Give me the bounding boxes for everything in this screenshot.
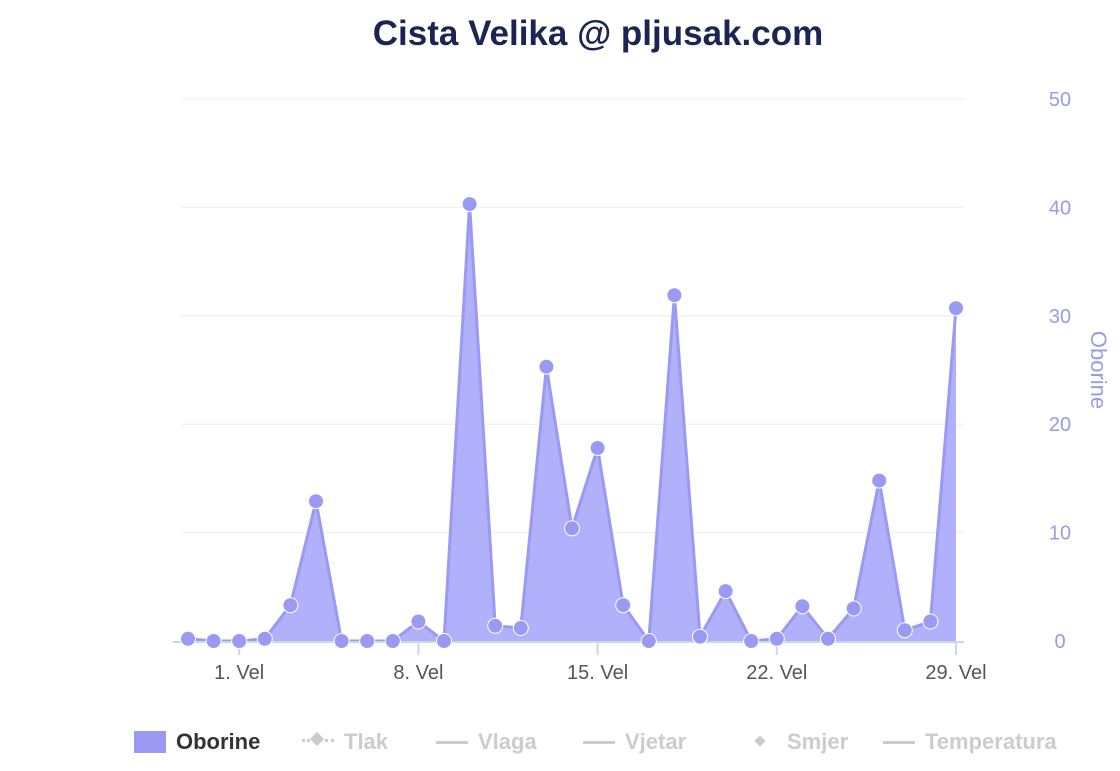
legend-diamond-symbol bbox=[745, 735, 777, 749]
data-point[interactable] bbox=[180, 630, 196, 647]
legend-label: Vlaga bbox=[478, 729, 537, 754]
data-point[interactable] bbox=[410, 613, 427, 630]
data-point[interactable] bbox=[359, 633, 376, 649]
x-tick-label: 22. Vel bbox=[746, 662, 807, 684]
legend-item-oborine[interactable]: Oborine bbox=[134, 722, 260, 762]
data-point[interactable] bbox=[615, 597, 632, 614]
data-point[interactable] bbox=[333, 633, 350, 649]
legend-line-symbol bbox=[583, 740, 615, 744]
data-point[interactable] bbox=[256, 630, 273, 647]
data-point[interactable] bbox=[717, 583, 734, 600]
x-tick-label: 15. Vel bbox=[567, 662, 628, 684]
grid-lines bbox=[181, 98, 964, 534]
data-point[interactable] bbox=[282, 597, 299, 614]
legend-label: Tlak bbox=[344, 729, 389, 754]
data-point[interactable] bbox=[743, 633, 760, 649]
data-point[interactable] bbox=[845, 600, 862, 617]
legend-area-symbol bbox=[134, 731, 166, 753]
legend-diamond-marker bbox=[309, 731, 325, 746]
x-tick-label: 29. Vel bbox=[925, 662, 986, 684]
y-tick-label: 0 bbox=[1054, 631, 1065, 653]
y-axis: 0 10 20 30 40 50 bbox=[1049, 89, 1071, 653]
legend-label: Smjer bbox=[787, 729, 849, 754]
legend-item-vjetar[interactable]: Vjetar bbox=[583, 722, 686, 762]
legend-line-symbol bbox=[883, 740, 915, 744]
series-fill-oborine bbox=[188, 204, 956, 641]
data-point[interactable] bbox=[538, 358, 555, 375]
x-axis: 1. Vel 8. Vel 15. Vel 22. Vel 29. Vel bbox=[173, 641, 987, 684]
legend-item-tlak[interactable]: Tlak bbox=[302, 722, 388, 762]
data-point[interactable] bbox=[666, 287, 683, 304]
data-points bbox=[180, 196, 964, 649]
series-area bbox=[187, 202, 958, 643]
data-point[interactable] bbox=[564, 520, 580, 537]
y-tick-label: 20 bbox=[1049, 414, 1071, 436]
data-point[interactable] bbox=[308, 493, 324, 510]
legend-item-smjer[interactable]: Smjer bbox=[745, 722, 848, 762]
data-point[interactable] bbox=[487, 617, 504, 634]
data-point[interactable] bbox=[820, 630, 836, 647]
data-point[interactable] bbox=[640, 633, 657, 649]
data-point[interactable] bbox=[948, 300, 964, 317]
data-point[interactable] bbox=[436, 633, 452, 649]
data-point[interactable] bbox=[512, 620, 529, 636]
data-point[interactable] bbox=[205, 633, 222, 649]
legend-label: Oborine bbox=[176, 729, 261, 754]
x-tick-label: 1. Vel bbox=[214, 662, 264, 684]
data-point[interactable] bbox=[896, 622, 913, 639]
data-point[interactable] bbox=[461, 196, 478, 213]
data-point[interactable] bbox=[794, 598, 811, 615]
data-point[interactable] bbox=[922, 613, 939, 630]
data-point[interactable] bbox=[384, 633, 401, 649]
legend-label: Vjetar bbox=[625, 729, 687, 754]
y-tick-label: 10 bbox=[1049, 523, 1071, 545]
y-tick-label: 40 bbox=[1049, 197, 1071, 219]
data-point[interactable] bbox=[871, 472, 888, 489]
legend-label: Temperatura bbox=[925, 729, 1057, 754]
legend-line-diamond-symbol bbox=[302, 731, 334, 746]
legend: Oborine Tlak Vlaga Vjetar Smjer Temperatura bbox=[0, 722, 1120, 762]
data-point[interactable] bbox=[768, 630, 785, 647]
y-axis-title: Oborine bbox=[1086, 331, 1111, 409]
y-tick-label: 50 bbox=[1049, 89, 1071, 111]
data-point[interactable] bbox=[589, 440, 606, 456]
y-tick-label: 30 bbox=[1049, 306, 1071, 328]
legend-item-temperatura[interactable]: Temperatura bbox=[883, 722, 1057, 762]
legend-line-symbol bbox=[436, 740, 468, 744]
x-tick-label: 8. Vel bbox=[393, 662, 443, 684]
legend-item-vlaga[interactable]: Vlaga bbox=[436, 722, 537, 762]
data-point[interactable] bbox=[692, 628, 708, 645]
data-point[interactable] bbox=[231, 633, 248, 649]
legend-diamond-marker bbox=[754, 735, 766, 747]
chart-title: Cista Velika @ pljusak.com bbox=[372, 14, 824, 53]
